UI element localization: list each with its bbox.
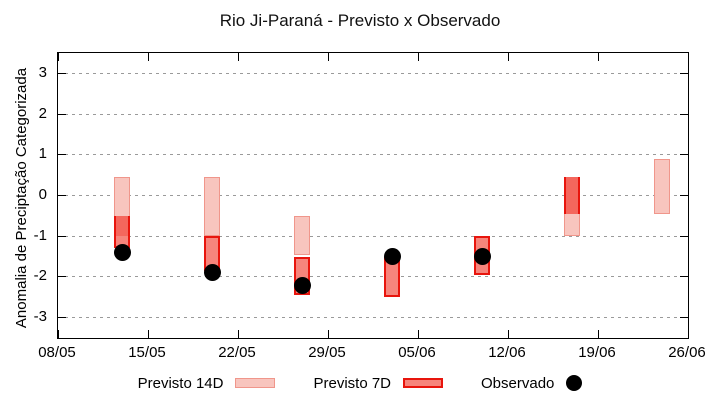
y-tick-left: [58, 113, 66, 115]
plot-area: [57, 52, 689, 339]
x-tick-label: 12/06: [488, 344, 526, 361]
observado-dot: [383, 248, 401, 266]
y-tick-right: [680, 154, 688, 156]
previsto-7d-swatch-icon: [403, 378, 444, 388]
x-tick-label: 26/06: [668, 344, 706, 361]
x-tick-label: 08/05: [38, 344, 76, 361]
bar-overlap-region: [116, 215, 129, 237]
gridline-y-2: [58, 113, 688, 115]
x-tick-bottom: [507, 330, 509, 338]
x-tick-top: [327, 53, 329, 61]
y-tick-label: 3: [38, 63, 47, 81]
previsto-14d-swatch-icon: [235, 378, 276, 388]
gridline-y--1: [58, 235, 688, 237]
observado-dot: [203, 264, 221, 282]
x-tick-label: 19/06: [578, 344, 616, 361]
y-tick-right: [680, 276, 688, 278]
legend-label-observado: Observado: [481, 374, 555, 392]
y-tick-right: [680, 195, 688, 196]
gridline-y-1: [58, 154, 688, 156]
bar-previsto-14d: [654, 158, 671, 214]
gridline-y-3: [58, 72, 688, 74]
y-tick-right: [680, 235, 688, 237]
x-tick-bottom: [147, 330, 149, 338]
observado-dot: [113, 244, 131, 261]
bar-overlap-region: [566, 177, 579, 214]
x-tick-top: [507, 53, 509, 61]
bar-previsto-14d: [294, 215, 311, 255]
x-tick-label: 05/06: [398, 344, 436, 361]
x-tick-bottom: [687, 330, 689, 338]
x-tick-bottom: [417, 330, 419, 338]
x-tick-top: [687, 53, 689, 61]
y-tick-right: [680, 113, 688, 115]
y-tick-left: [58, 72, 66, 74]
y-tick-left: [58, 154, 66, 156]
x-tick-label: 22/05: [218, 344, 256, 361]
y-tick-label: 0: [38, 186, 47, 203]
y-tick-left: [58, 276, 66, 278]
observado-dot: [293, 276, 311, 294]
x-tick-bottom: [327, 330, 329, 338]
x-tick-bottom: [57, 330, 59, 338]
y-tick-label: -1: [33, 226, 47, 244]
x-tick-top: [147, 53, 149, 61]
legend-item-previsto-14d: Previsto 14D: [138, 375, 276, 392]
y-tick-left: [58, 317, 66, 319]
legend-label-previsto-14d: Previsto 14D: [137, 374, 224, 392]
bar-previsto-14d: [204, 177, 221, 237]
observado-dot: [473, 248, 491, 266]
legend: Previsto 14D Previsto 7D Observado: [0, 371, 720, 395]
y-tick-label: 2: [38, 104, 47, 122]
x-tick-label: 29/05: [308, 344, 346, 361]
y-tick-label: -3: [33, 308, 47, 326]
legend-item-previsto-7d: Previsto 7D: [313, 374, 444, 392]
legend-item-observado: Observado: [481, 374, 583, 392]
x-tick-bottom: [237, 330, 239, 338]
x-tick-top: [237, 53, 239, 61]
y-tick-label: 1: [38, 145, 47, 163]
x-tick-top: [597, 53, 599, 61]
y-tick-right: [680, 317, 688, 319]
y-tick-left: [58, 235, 66, 237]
legend-label-previsto-7d: Previsto 7D: [313, 374, 392, 392]
x-tick-label: 15/05: [128, 344, 166, 361]
gridline-y--3: [58, 317, 688, 319]
x-tick-top: [417, 53, 419, 61]
chart-title: Rio Ji-Paraná - Previsto x Observado: [219, 11, 501, 30]
gridline-y--2: [58, 276, 688, 278]
y-tick-right: [680, 72, 688, 74]
observado-dot-icon: [566, 375, 583, 391]
y-tick-label: -2: [33, 267, 47, 285]
x-tick-top: [57, 53, 59, 61]
y-tick-left: [58, 195, 66, 196]
gridline-y-0: [58, 195, 688, 196]
x-tick-bottom: [597, 330, 599, 338]
